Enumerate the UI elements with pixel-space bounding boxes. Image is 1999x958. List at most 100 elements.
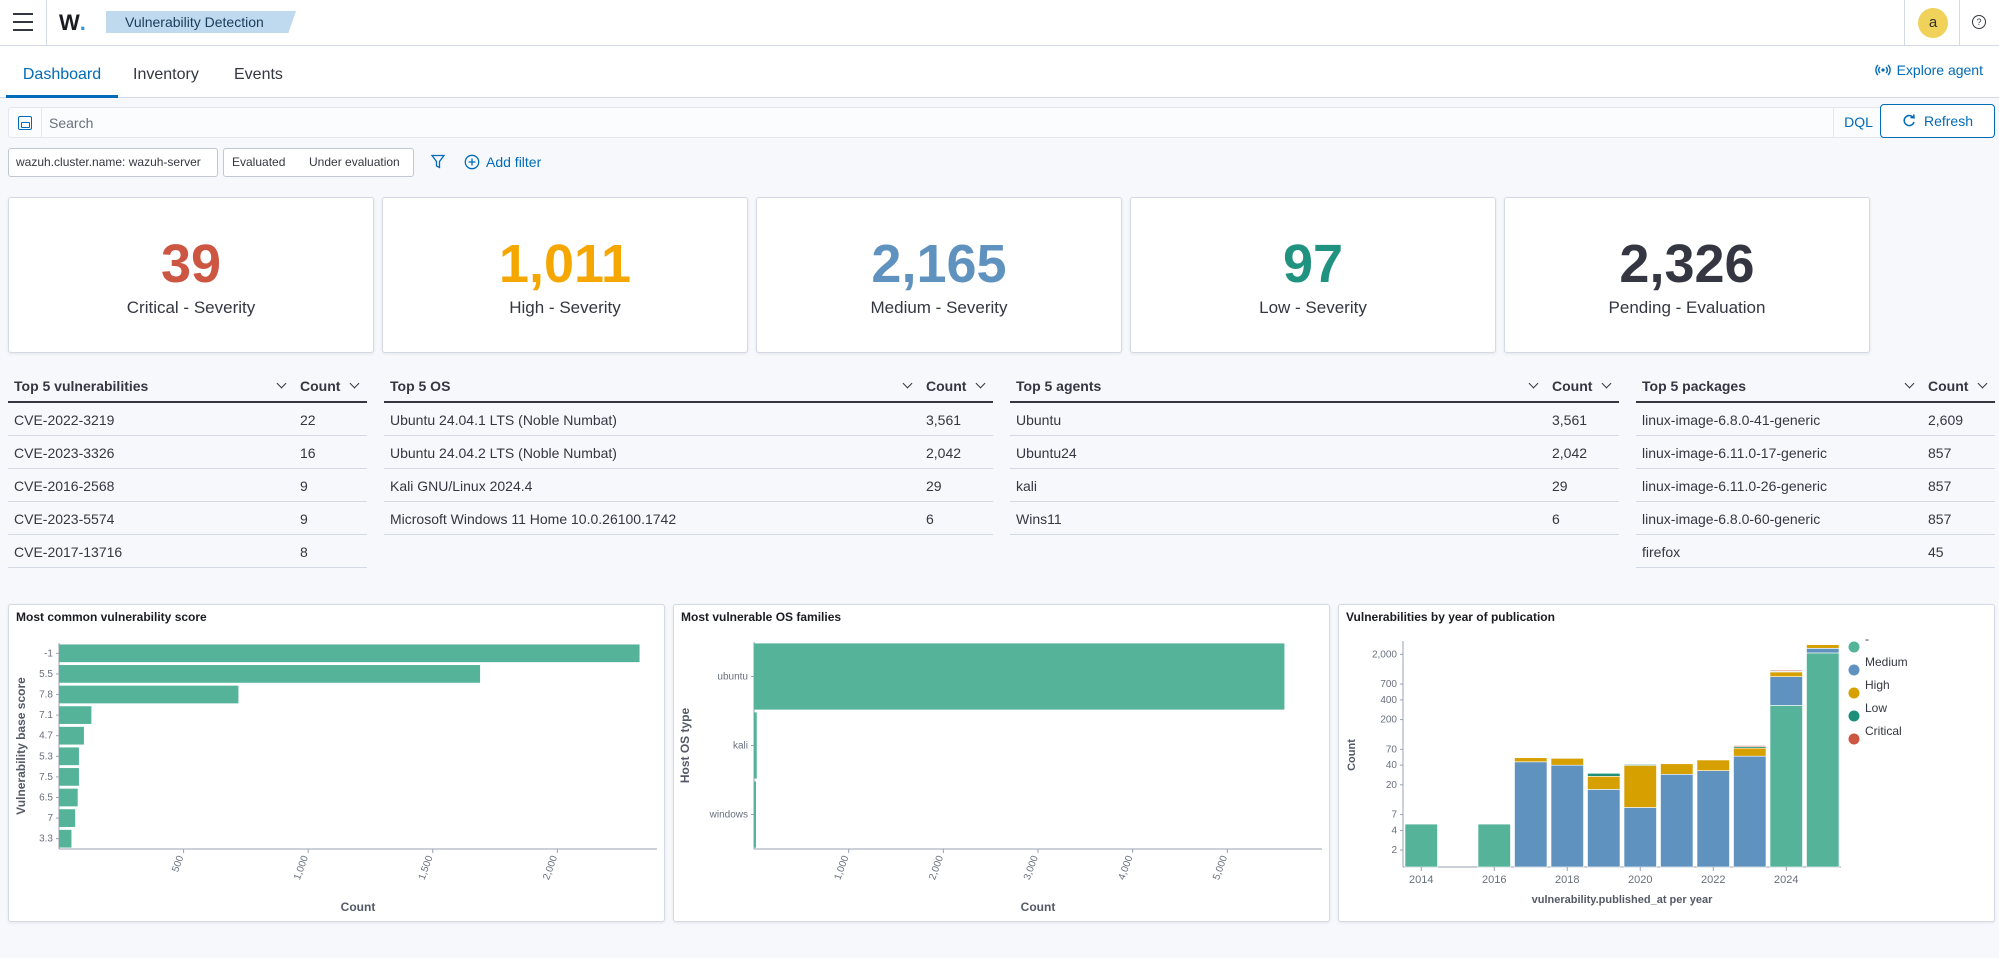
- table-row: CVE-2022-3219 22: [8, 403, 367, 436]
- stat-label: Medium - Severity: [870, 298, 1008, 317]
- column-header-name[interactable]: Top 5 OS: [390, 378, 451, 394]
- chart-bar-segment: [1696, 770, 1730, 868]
- table-row: Microsoft Windows 11 Home 10.0.26100.174…: [384, 502, 993, 535]
- cell-count: 9: [300, 511, 308, 527]
- cell-count: 16: [300, 445, 316, 461]
- stat-card-high[interactable]: 1,011 High - Severity: [382, 197, 748, 353]
- user-avatar[interactable]: a: [1918, 8, 1948, 38]
- y-tick-label: 7.8: [39, 690, 53, 701]
- chart-bar-segment: [1404, 823, 1438, 868]
- table-row: CVE-2023-3326 16: [8, 436, 367, 469]
- chart-bar-segment: [1696, 759, 1730, 771]
- tab-dashboard[interactable]: Dashboard: [6, 46, 118, 98]
- tab-events[interactable]: Events: [234, 66, 283, 83]
- top-vulnerabilities-table: Top 5 vulnerabilities Count CVE-2022-321…: [8, 370, 367, 568]
- top-bar: W. Vulnerability Detection a ?: [0, 0, 1999, 46]
- table-row: kali 29: [1010, 469, 1619, 502]
- chart-bar: [59, 809, 76, 827]
- refresh-label: Refresh: [1923, 113, 1974, 129]
- chevron-down-icon[interactable]: [1977, 378, 1988, 389]
- chart-bar: [59, 685, 239, 704]
- table-row: Kali GNU/Linux 2024.4 29: [384, 469, 993, 502]
- stat-card-pending[interactable]: 2,326 Pending - Evaluation: [1504, 197, 1870, 353]
- column-header-name[interactable]: Top 5 packages: [1642, 378, 1747, 394]
- chevron-down-icon[interactable]: [1601, 378, 1612, 389]
- x-tick-label: 2020: [1628, 874, 1652, 886]
- tab-inventory[interactable]: Inventory: [133, 66, 199, 83]
- refresh-button[interactable]: Refresh: [1880, 104, 1995, 138]
- x-tick-label: 2018: [1555, 874, 1579, 886]
- table-row: Ubuntu24 2,042: [1010, 436, 1619, 469]
- chevron-down-icon[interactable]: [1528, 378, 1539, 389]
- column-header-count[interactable]: Count: [1928, 378, 1969, 394]
- dql-toggle[interactable]: DQL: [1833, 108, 1883, 137]
- chart-title: Most vulnerable OS families: [681, 610, 842, 624]
- explore-agent-button[interactable]: Explore agent: [1874, 62, 1983, 78]
- stat-card-low[interactable]: 97 Low - Severity: [1130, 197, 1496, 353]
- legend-label: Medium: [1865, 655, 1908, 669]
- chart-bar-segment: [1550, 764, 1584, 868]
- chart-bar-segment: [1550, 757, 1584, 766]
- x-tick-label: 2,000: [541, 854, 560, 882]
- save-query-icon[interactable]: [18, 116, 32, 130]
- filter-icon[interactable]: [431, 154, 445, 170]
- y-tick-label: 3.3: [39, 834, 53, 845]
- chevron-down-icon[interactable]: [1904, 378, 1915, 389]
- stat-card-medium[interactable]: 2,165 Medium - Severity: [756, 197, 1122, 353]
- under-evaluation-filter-option[interactable]: Under evaluation: [309, 155, 400, 169]
- add-filter-button[interactable]: Add filter: [464, 154, 541, 170]
- chevron-down-icon[interactable]: [276, 378, 287, 389]
- y-tick-label: 70: [1386, 744, 1398, 755]
- chart-bar-segment: [1806, 648, 1840, 654]
- chevron-down-icon[interactable]: [349, 378, 360, 389]
- y-tick-label: kali: [733, 741, 748, 752]
- breadcrumb-app[interactable]: Vulnerability Detection: [106, 11, 296, 33]
- hamburger-menu-icon[interactable]: [13, 13, 33, 31]
- chart-bar-segment: [1733, 747, 1767, 757]
- table-row: Ubuntu 3,561: [1010, 403, 1619, 436]
- column-header-name[interactable]: Top 5 vulnerabilities: [14, 378, 149, 394]
- header-divider: [1904, 0, 1905, 46]
- search-bar: DQL: [8, 107, 1993, 138]
- cell-count: 3,561: [926, 412, 962, 428]
- column-header-count[interactable]: Count: [1552, 378, 1593, 394]
- chevron-down-icon[interactable]: [975, 378, 986, 389]
- column-header-count[interactable]: Count: [300, 378, 341, 394]
- y-tick-label: 7: [1391, 810, 1397, 821]
- cell-count: 6: [926, 511, 934, 527]
- table-row: Wins11 6: [1010, 502, 1619, 535]
- broadcast-icon: [1874, 64, 1891, 76]
- column-header-name[interactable]: Top 5 agents: [1016, 378, 1102, 394]
- chart-panel-os: Most vulnerable OS families ubuntu kali wi…: [673, 604, 1330, 922]
- y-axis-title: Host OS type: [678, 708, 692, 784]
- chart-bar: [754, 781, 756, 848]
- chevron-down-icon[interactable]: [902, 378, 913, 389]
- stat-card-critical[interactable]: 39 Critical - Severity: [8, 197, 374, 353]
- stat-value: 1,011: [498, 234, 632, 294]
- evaluated-filter-option[interactable]: Evaluated: [232, 155, 286, 169]
- y-tick-label: 4.7: [39, 731, 53, 742]
- y-tick-label: 7.1: [39, 710, 53, 721]
- cell-name: Kali GNU/Linux 2024.4: [390, 478, 533, 494]
- chart-bar-segment: [1514, 757, 1548, 763]
- wazuh-logo[interactable]: W.: [59, 10, 86, 35]
- chart-bar: [754, 643, 1285, 710]
- cluster-filter-pill[interactable]: wazuh.cluster.name: wazuh-server: [8, 148, 218, 177]
- cell-name: Ubuntu: [1016, 412, 1062, 428]
- help-icon[interactable]: ?: [1972, 15, 1986, 29]
- state-filter-group: Evaluated Under evaluation: [223, 148, 414, 177]
- add-filter-label: Add filter: [486, 154, 542, 170]
- cell-name: Ubuntu 24.04.2 LTS (Noble Numbat): [390, 445, 617, 461]
- chart-bar: [754, 712, 757, 779]
- cell-count: 3,561: [1552, 412, 1588, 428]
- chart-bar: [59, 829, 72, 848]
- cell-name: Microsoft Windows 11 Home 10.0.26100.174…: [390, 511, 677, 527]
- column-header-count[interactable]: Count: [926, 378, 967, 394]
- legend-swatch: [1848, 641, 1860, 653]
- search-input[interactable]: [49, 112, 1829, 134]
- x-tick-label: 2022: [1701, 874, 1725, 886]
- chart-bar-segment: [1587, 789, 1621, 868]
- x-tick-label: 4,000: [1117, 854, 1136, 882]
- chart-title: Vulnerabilities by year of publication: [1346, 610, 1555, 624]
- refresh-icon: [1903, 114, 1915, 127]
